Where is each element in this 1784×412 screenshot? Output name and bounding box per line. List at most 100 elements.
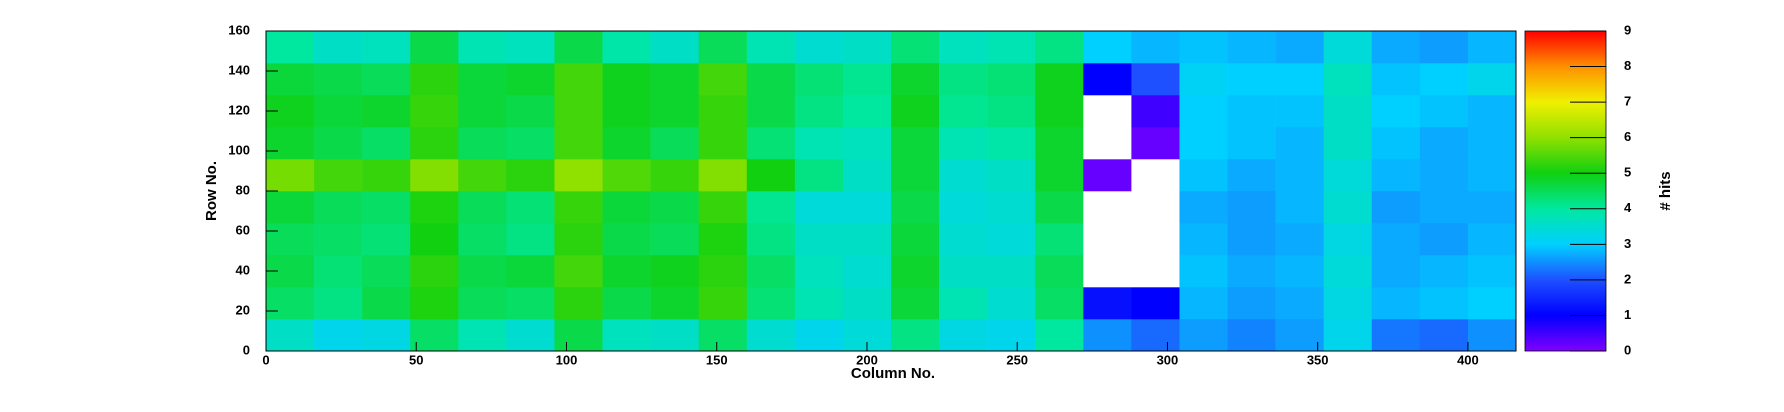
heatmap-cell xyxy=(410,159,459,192)
heatmap-cell xyxy=(891,127,940,160)
heatmap-cell xyxy=(842,31,892,64)
heatmap-cell xyxy=(1275,287,1324,320)
heatmap-cell xyxy=(602,31,651,64)
colorbar-tick-label: 7 xyxy=(1624,94,1631,109)
heatmap-cell xyxy=(794,31,844,64)
heatmap-cell xyxy=(1323,191,1373,224)
heatmap-cell xyxy=(794,95,844,128)
x-tick-label: 200 xyxy=(856,352,878,367)
heatmap-cell xyxy=(554,287,603,320)
heatmap-cell xyxy=(1467,223,1517,256)
heatmap-cell xyxy=(1035,319,1084,352)
heatmap-cell xyxy=(1131,95,1180,128)
heatmap-cell xyxy=(987,223,1036,256)
heatmap-cell xyxy=(602,223,651,256)
heatmap-cell xyxy=(1419,127,1469,160)
colorbar-tick-label: 5 xyxy=(1624,165,1631,180)
heatmap-cell xyxy=(891,319,940,352)
heatmap-cell xyxy=(1371,159,1421,192)
heatmap-cell xyxy=(650,255,699,288)
heatmap-cell xyxy=(1227,31,1276,64)
heatmap-cell xyxy=(939,95,988,128)
heatmap-cell xyxy=(1275,319,1324,352)
heatmap-cell xyxy=(602,95,651,128)
heatmap-cell xyxy=(266,31,315,64)
heatmap-cell xyxy=(650,319,699,352)
heatmap-cell xyxy=(650,287,699,320)
heatmap-cell xyxy=(458,319,507,352)
heatmap-cell xyxy=(987,63,1036,96)
heatmap-cell xyxy=(1419,223,1469,256)
heatmap-cell xyxy=(746,319,796,352)
heatmap-cell xyxy=(1179,95,1228,128)
heatmap-cell xyxy=(1035,287,1084,320)
heatmap-cell xyxy=(891,31,940,64)
heatmap-cell xyxy=(698,287,748,320)
heatmap-cell xyxy=(314,159,363,192)
heatmap-cell xyxy=(1227,223,1276,256)
colorbar xyxy=(1524,30,1607,352)
heatmap-cell xyxy=(1035,95,1084,128)
heatmap-cell xyxy=(506,255,555,288)
heatmap-cell xyxy=(698,223,748,256)
colorbar-tick-label: 1 xyxy=(1624,307,1631,322)
heatmap-cell xyxy=(602,127,651,160)
x-tick-label: 400 xyxy=(1457,352,1479,367)
heatmap-cell xyxy=(410,191,459,224)
heatmap-cell xyxy=(698,95,748,128)
heatmap-cell xyxy=(1419,159,1469,192)
heatmap-cell xyxy=(1467,287,1517,320)
heatmap-cell xyxy=(506,127,555,160)
x-tick-label: 300 xyxy=(1157,352,1179,367)
heatmap-cell xyxy=(1131,31,1180,64)
x-tick-label: 50 xyxy=(409,352,423,367)
colorbar-tick-label: 8 xyxy=(1624,58,1631,73)
heatmap-cell xyxy=(1467,191,1517,224)
heatmap-cell xyxy=(1467,63,1517,96)
heatmap-cell xyxy=(266,191,315,224)
heatmap-cell xyxy=(266,127,315,160)
heatmap-cell xyxy=(1323,95,1373,128)
heatmap-cell xyxy=(410,127,459,160)
heatmap-cell xyxy=(458,63,507,96)
heatmap-cell xyxy=(746,127,796,160)
heatmap-cell xyxy=(1467,127,1517,160)
y-tick-label: 140 xyxy=(228,62,250,77)
heatmap-cell xyxy=(891,223,940,256)
x-tick-label: 0 xyxy=(262,352,269,367)
heatmap-cell xyxy=(362,255,411,288)
heatmap-cell xyxy=(1083,127,1132,160)
heatmap-cell xyxy=(746,31,796,64)
heatmap-cell xyxy=(1419,63,1469,96)
heatmap-cell xyxy=(1275,223,1324,256)
heatmap-cell xyxy=(746,159,796,192)
heatmap-cell xyxy=(1131,63,1180,96)
heatmap-cell xyxy=(1371,191,1421,224)
heatmap-cell xyxy=(891,63,940,96)
x-tick-label: 350 xyxy=(1307,352,1329,367)
heatmap-cell xyxy=(1179,319,1228,352)
heatmap-cell xyxy=(458,159,507,192)
heatmap-cell xyxy=(554,191,603,224)
heatmap-cell xyxy=(314,319,363,352)
heatmap-cell xyxy=(1083,319,1132,352)
colorbar-tick-label: 2 xyxy=(1624,271,1631,286)
heatmap-cell xyxy=(554,63,603,96)
heatmap-cell xyxy=(939,63,988,96)
heatmap-cell xyxy=(1275,159,1324,192)
heatmap-cell xyxy=(698,63,748,96)
heatmap-cell xyxy=(1371,287,1421,320)
heatmap-cell xyxy=(650,191,699,224)
heatmap-cell xyxy=(1035,191,1084,224)
heatmap-cell xyxy=(987,95,1036,128)
heatmap-cell xyxy=(939,159,988,192)
heatmap-cell xyxy=(794,127,844,160)
heatmap-cell xyxy=(1419,319,1469,352)
heatmap-cell xyxy=(1371,95,1421,128)
heatmap-cell xyxy=(1371,319,1421,352)
heatmap-cell xyxy=(1323,127,1373,160)
heatmap-cell xyxy=(987,287,1036,320)
heatmap-cell xyxy=(698,255,748,288)
heatmap-cell xyxy=(1035,127,1084,160)
